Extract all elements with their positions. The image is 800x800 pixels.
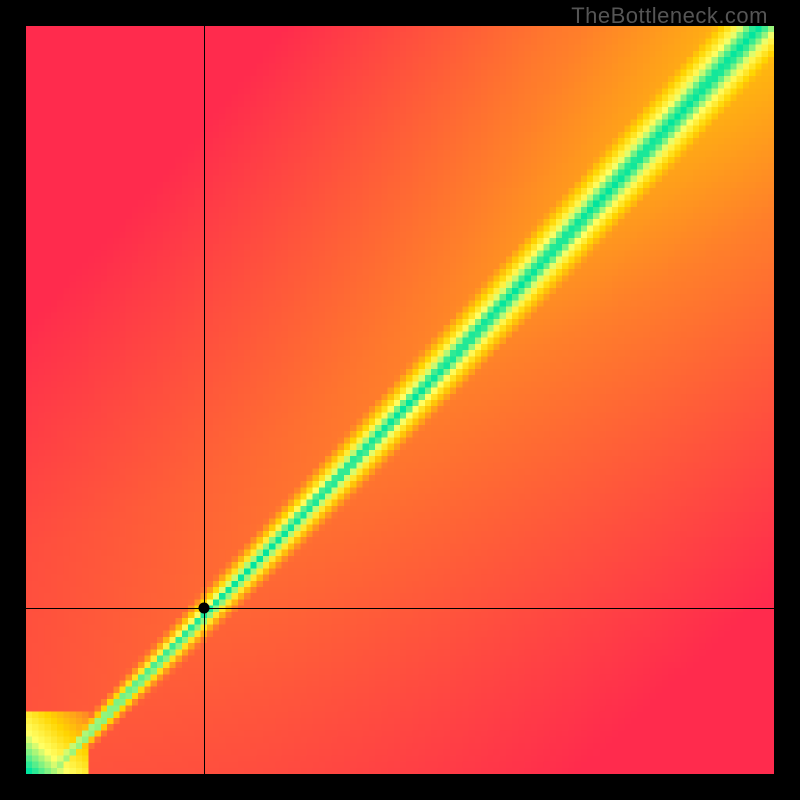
crosshair-vertical	[204, 26, 205, 774]
crosshair-horizontal	[26, 608, 774, 609]
heatmap-plot-area	[26, 26, 774, 774]
watermark-label: TheBottleneck.com	[571, 3, 768, 29]
crosshair-marker-dot	[199, 602, 210, 613]
chart-container: TheBottleneck.com	[0, 0, 800, 800]
heatmap-canvas	[26, 26, 774, 774]
